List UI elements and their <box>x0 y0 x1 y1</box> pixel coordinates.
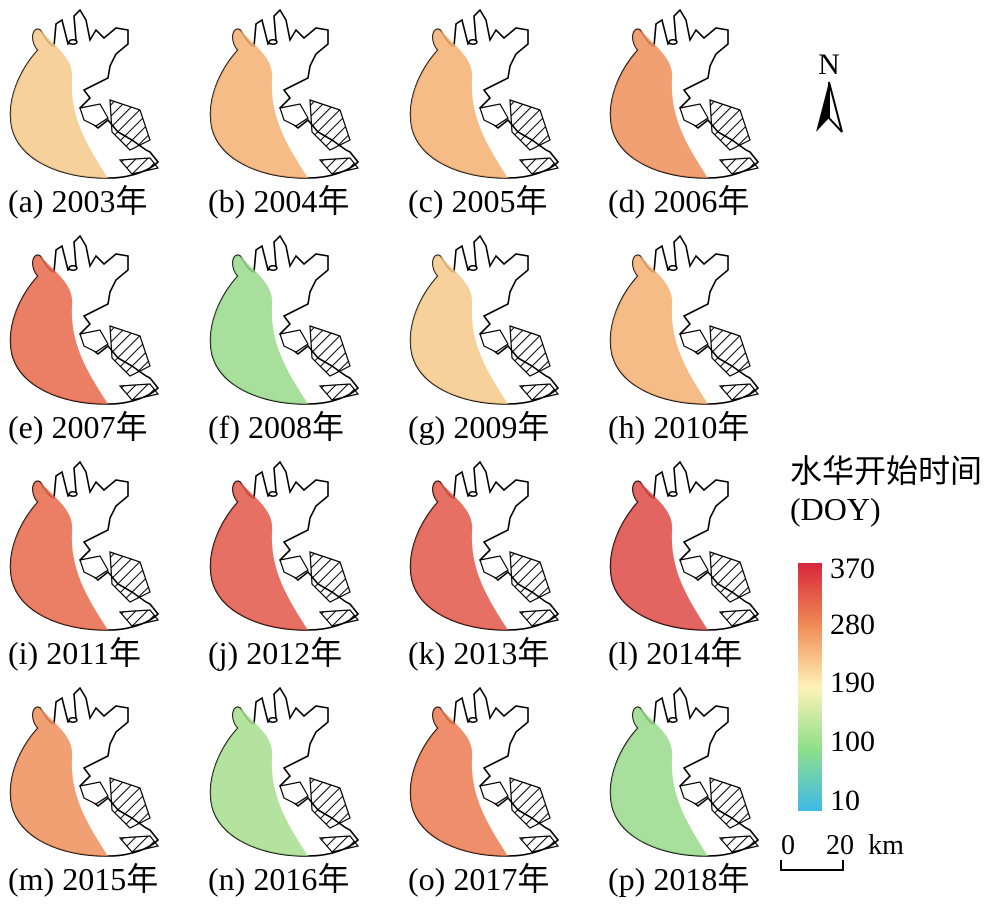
panel-caption: (e) 2007年 <box>8 409 148 445</box>
map-panel: (c) 2005年 <box>400 0 590 225</box>
scale-right-label: 20 <box>826 830 854 861</box>
panel-caption: (o) 2017年 <box>408 861 550 897</box>
legend-title: 水华开始时间 (DOY) <box>790 452 982 528</box>
map-panel: (d) 2006年 <box>600 0 790 225</box>
legend-tick-190: 190 <box>830 666 875 699</box>
legend-colorbar <box>798 563 822 811</box>
map-panel: (j) 2012年 <box>200 452 390 677</box>
map-panel: (g) 2009年 <box>400 226 590 451</box>
legend-tick-370: 370 <box>830 552 875 585</box>
panel-caption: (n) 2016年 <box>208 861 350 897</box>
panel-caption: (c) 2005年 <box>408 183 548 219</box>
map-panel: (k) 2013年 <box>400 452 590 677</box>
scale-unit: km <box>868 830 904 861</box>
legend-tick-280: 280 <box>830 608 875 641</box>
panel-caption: (f) 2008年 <box>208 409 344 445</box>
map-panel: (p) 2018年 <box>600 678 790 903</box>
north-label: N <box>818 48 840 81</box>
legend-title-line1: 水华开始时间 <box>790 453 983 489</box>
panel-caption: (h) 2010年 <box>608 409 750 445</box>
panel-caption: (g) 2009年 <box>408 409 550 445</box>
panel-caption: (a) 2003年 <box>8 183 148 219</box>
map-panel: (n) 2016年 <box>200 678 390 903</box>
legend-tick-100: 100 <box>830 725 875 758</box>
panel-caption: (k) 2013年 <box>408 635 550 671</box>
map-panel: (l) 2014年 <box>600 452 790 677</box>
map-panel: (f) 2008年 <box>200 226 390 451</box>
map-panel: (m) 2015年 <box>0 678 190 903</box>
panel-caption: (d) 2006年 <box>608 183 750 219</box>
panel-caption: (i) 2011年 <box>8 635 142 671</box>
north-arrow: N <box>804 48 854 138</box>
map-panel: (h) 2010年 <box>600 226 790 451</box>
panel-caption: (p) 2018年 <box>608 861 750 897</box>
legend-title-line2: (DOY) <box>790 491 881 527</box>
panel-caption: (m) 2015年 <box>8 861 159 897</box>
map-panel: (e) 2007年 <box>0 226 190 451</box>
map-panel: (i) 2011年 <box>0 452 190 677</box>
panel-caption: (j) 2012年 <box>208 635 343 671</box>
scale-left-label: 0 <box>781 830 795 861</box>
map-panel: (a) 2003年 <box>0 0 190 225</box>
legend-tick-10: 10 <box>830 784 860 817</box>
map-panel: (o) 2017年 <box>400 678 590 903</box>
scale-bar: 0 20 km <box>778 828 918 874</box>
panel-caption: (b) 2004年 <box>208 183 350 219</box>
panel-caption: (l) 2014年 <box>608 635 743 671</box>
map-panel: (b) 2004年 <box>200 0 390 225</box>
